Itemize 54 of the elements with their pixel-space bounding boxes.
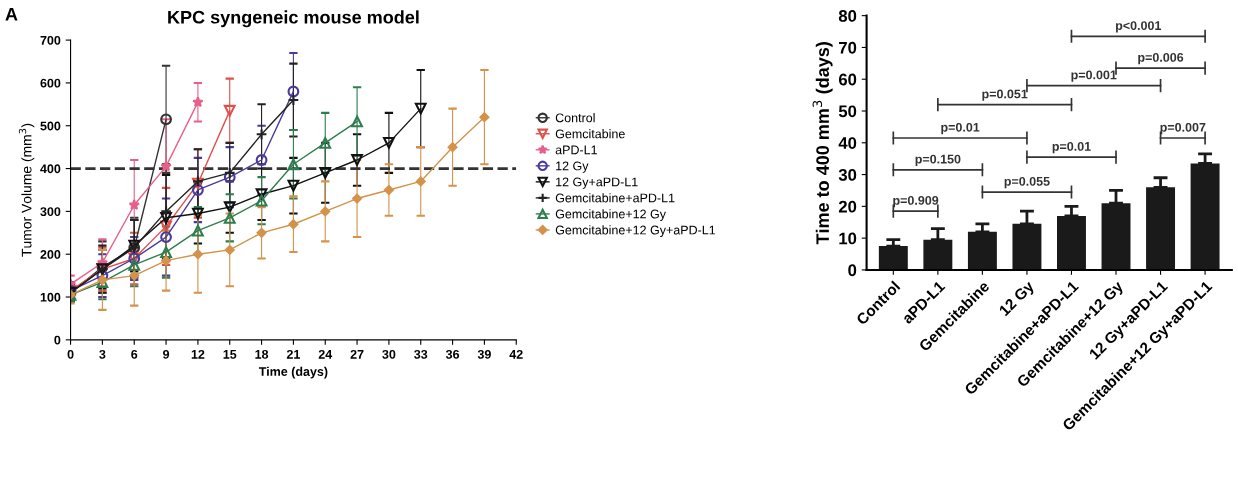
annotation: p=0.909 <box>893 195 939 208</box>
y-tick-label: 70 <box>839 41 857 54</box>
y-tick-label: 40 <box>838 137 857 149</box>
y-tick-label: 50 <box>838 105 857 118</box>
x-tick-label: 12 <box>191 349 205 359</box>
legend-label: Gemcitabine+12 Gy+aPD-L1 <box>555 225 716 237</box>
chart-title: KPC syngeneic mouse model <box>168 10 419 28</box>
y-tick-label: 700 <box>40 35 61 45</box>
x-tick-label: 21 <box>286 349 301 359</box>
y-tick-label: 100 <box>40 292 61 302</box>
x-axis-title: Time (days) <box>258 366 328 379</box>
x-tick-label: 3 <box>99 349 106 359</box>
legend-label: aPD-L1 <box>555 145 597 155</box>
x-tick-label: 15 <box>223 350 237 359</box>
y-axis-title: Time to 400 mm$^{3}$ (days) <box>812 42 833 245</box>
x-tick-label: 0 <box>67 349 74 359</box>
annotation: p=0.001 <box>1071 70 1117 82</box>
annotation: p=0.055 <box>1004 176 1050 189</box>
x-tick-label: 6 <box>131 349 138 359</box>
legend-label: Gemcitabine+12 Gy <box>555 209 666 221</box>
y-tick-label: 10 <box>839 232 857 245</box>
annotation: p=0.150 <box>915 154 961 166</box>
y-tick-label: 30 <box>838 168 857 181</box>
y-tick-label: 400 <box>40 164 61 174</box>
x-tick-label: 33 <box>414 349 428 359</box>
text: A <box>5 8 18 21</box>
x-tick-label: 30 <box>382 349 396 359</box>
legend-label: 12 Gy+aPD-L1 <box>556 177 638 189</box>
annotation: p=0.006 <box>1138 52 1184 65</box>
x-tick-label: 42 <box>509 349 523 359</box>
y-axis-title: Tumor Volume (mm$^{3}$) <box>18 123 35 257</box>
y-tick-label: 300 <box>40 207 61 217</box>
y-tick-label: 600 <box>40 78 61 88</box>
legend-label: Gemcitabine+aPD-L1 <box>555 193 675 203</box>
x-tick-label: 18 <box>255 349 269 359</box>
annotation: p<0.001 <box>1116 21 1162 33</box>
x-tick-label: 39 <box>477 349 491 359</box>
y-tick-label: 80 <box>838 10 857 22</box>
legend-label: 12 Gy <box>556 161 589 173</box>
y-tick-label: 200 <box>40 250 61 259</box>
legend-label: Control <box>555 113 595 123</box>
y-tick-label: 20 <box>838 200 857 213</box>
x-tick-label: 36 <box>445 349 460 359</box>
annotation: p=0.01 <box>1052 141 1091 154</box>
y-tick-label: 60 <box>838 73 857 86</box>
legend-label: Gemcitabine <box>555 129 625 139</box>
annotation: p=0.051 <box>982 89 1028 101</box>
x-tick-label: 9 <box>163 349 170 359</box>
annotation: p=0.01 <box>941 122 980 135</box>
annotation: p=0.007 <box>1160 122 1206 135</box>
y-tick-label: 0 <box>848 264 857 277</box>
y-tick-label: 500 <box>40 121 61 131</box>
x-tick-label: 24 <box>318 349 333 359</box>
x-tick-label: 27 <box>350 349 364 359</box>
